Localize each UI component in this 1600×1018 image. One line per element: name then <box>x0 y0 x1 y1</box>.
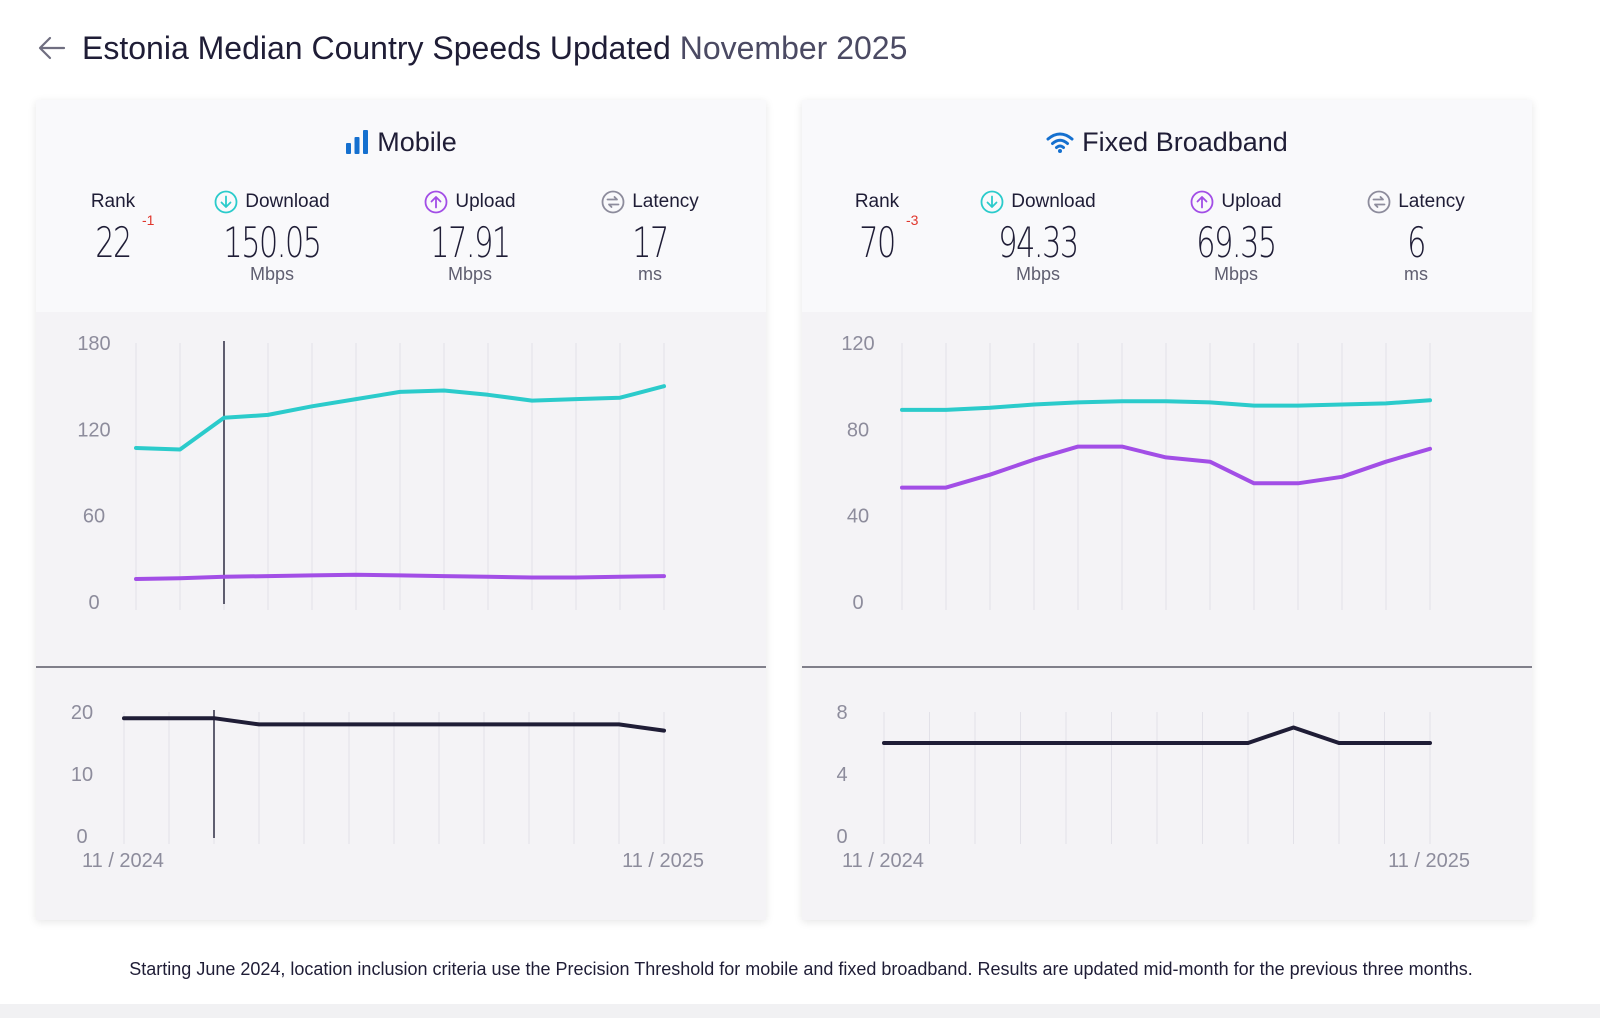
y-tick-label: 8 <box>836 702 847 724</box>
latency-series-line[interactable] <box>882 725 1432 745</box>
y-tick-label: 80 <box>847 419 869 441</box>
upload-label: Upload <box>455 191 516 212</box>
download-label: Download <box>1011 191 1096 212</box>
fixed-download: Download 94.33 Mbps <box>970 188 1106 285</box>
fixed-charts[interactable]: 0 40 80 120 0 4 8 11 / 2024 11 / 2025 <box>802 312 1532 920</box>
latency-series-line[interactable] <box>122 716 666 733</box>
x-tick-label: 11 / 2025 <box>1388 850 1470 872</box>
page-title-date: November 2025 <box>679 29 908 66</box>
rank-change-badge: -1 <box>142 212 155 228</box>
bottom-strip <box>0 1004 1600 1018</box>
arrow-left-icon[interactable] <box>36 32 68 64</box>
upload-label: Upload <box>1221 191 1282 212</box>
y-tick-label: 180 <box>77 333 110 355</box>
rank-label: Rank <box>90 191 136 212</box>
y-tick-label: 20 <box>71 702 93 724</box>
fixed-latency: Latency 6 ms <box>1352 188 1480 285</box>
y-tick-label: 60 <box>83 506 105 528</box>
latency-icon <box>1367 190 1391 214</box>
page-header: Estonia Median Country Speeds Updated No… <box>36 26 907 70</box>
page-title: Estonia Median Country Speeds Updated No… <box>82 30 907 67</box>
mobile-latency: Latency 17 ms <box>586 188 714 285</box>
upload-value: 17.91 <box>430 218 511 267</box>
x-tick-label: 11 / 2024 <box>842 850 924 872</box>
y-tick-label: 40 <box>847 506 869 528</box>
latency-label: Latency <box>1398 191 1465 212</box>
y-tick-label: 0 <box>76 826 87 848</box>
mobile-upload: Upload 17.91 Mbps <box>406 188 534 285</box>
fixed-rank: Rank 70 <box>840 188 914 266</box>
rank-value: 22 <box>95 218 132 267</box>
latency-unit: ms <box>1404 264 1428 284</box>
upload-unit: Mbps <box>447 264 492 284</box>
mobile-title-text: Mobile <box>377 126 457 157</box>
signal-bars-icon <box>346 130 369 154</box>
x-tick-label: 11 / 2024 <box>82 850 164 872</box>
mobile-summary: Mobile Rank 22 -1 Download 150.05 Mbps <box>36 100 766 312</box>
download-arrow-icon <box>980 190 1004 214</box>
mobile-charts[interactable]: 0 60 120 180 0 10 20 11 / 2024 11 / 2025 <box>36 312 766 920</box>
fixed-title-text: Fixed Broadband <box>1082 126 1288 157</box>
latency-value: 6 <box>1407 218 1426 267</box>
fixed-upload: Upload 69.35 Mbps <box>1172 188 1300 285</box>
download-arrow-icon <box>214 190 238 214</box>
fixed-broadband-panel: Fixed Broadband Rank 70 -3 Download 94.3… <box>802 100 1532 920</box>
download-value: 94.33 <box>998 218 1079 267</box>
fixed-panel-title: Fixed Broadband <box>802 122 1532 162</box>
latency-label: Latency <box>632 191 699 212</box>
footnote: Starting June 2024, location inclusion c… <box>129 959 1473 979</box>
download-value: 150.05 <box>223 218 322 267</box>
rank-value: 70 <box>859 218 896 267</box>
y-tick-label: 0 <box>88 592 99 614</box>
upload-series-line[interactable] <box>900 444 1432 490</box>
download-unit: Mbps <box>249 264 294 284</box>
upload-unit: Mbps <box>1213 264 1258 284</box>
download-label: Download <box>245 191 330 212</box>
download-unit: Mbps <box>1015 264 1060 284</box>
latency-icon <box>601 190 625 214</box>
fixed-summary: Fixed Broadband Rank 70 -3 Download 94.3… <box>802 100 1532 312</box>
y-tick-label: 4 <box>836 764 847 786</box>
mobile-download: Download 150.05 Mbps <box>204 188 340 285</box>
mobile-rank: Rank 22 <box>76 188 150 266</box>
mobile-panel: Mobile Rank 22 -1 Download 150.05 Mbps <box>36 100 766 920</box>
wifi-icon <box>1046 132 1074 153</box>
latency-value: 17 <box>632 218 669 267</box>
upload-value: 69.35 <box>1196 218 1277 267</box>
x-tick-label: 11 / 2025 <box>622 850 704 872</box>
download-series-line[interactable] <box>134 384 666 452</box>
latency-unit: ms <box>638 264 662 284</box>
page-title-main: Estonia Median Country Speeds Updated <box>82 29 671 66</box>
fixed-chart-svg[interactable]: 0 40 80 120 0 4 8 11 / 2024 11 / 2025 <box>802 312 1532 920</box>
y-tick-label: 0 <box>836 826 847 848</box>
upload-series-line[interactable] <box>134 572 666 581</box>
y-tick-label: 120 <box>841 333 874 355</box>
mobile-chart-svg[interactable]: 0 60 120 180 0 10 20 11 / 2024 11 / 2025 <box>36 312 766 920</box>
rank-change-badge: -3 <box>906 212 919 228</box>
upload-arrow-icon <box>1190 190 1214 214</box>
y-tick-label: 120 <box>77 419 110 441</box>
download-series-line[interactable] <box>900 398 1432 412</box>
y-tick-label: 10 <box>71 764 93 786</box>
rank-label: Rank <box>854 191 900 212</box>
y-tick-label: 0 <box>852 592 863 614</box>
upload-arrow-icon <box>424 190 448 214</box>
mobile-panel-title: Mobile <box>36 122 766 162</box>
